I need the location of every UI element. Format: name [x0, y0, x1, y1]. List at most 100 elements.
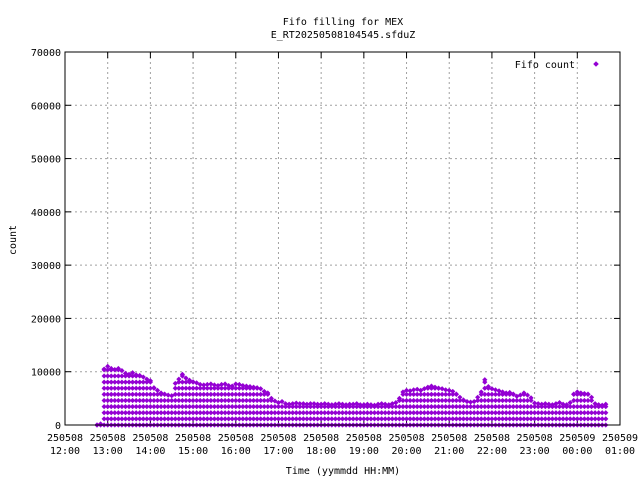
data-point	[176, 379, 182, 385]
data-point	[382, 416, 388, 422]
data-point	[457, 404, 463, 410]
data-point	[279, 416, 285, 422]
data-point	[122, 404, 129, 410]
data-point	[126, 371, 132, 377]
data-point	[418, 416, 424, 422]
data-point	[411, 391, 417, 397]
data-point	[325, 401, 331, 407]
data-point	[201, 382, 207, 388]
data-point	[411, 397, 417, 404]
data-point	[147, 385, 153, 391]
data-point	[240, 385, 246, 391]
data-point	[101, 366, 107, 372]
data-point	[300, 410, 306, 416]
data-point	[140, 379, 146, 385]
data-point	[122, 397, 129, 404]
data-point	[119, 368, 125, 374]
data-point	[137, 416, 143, 422]
data-point	[361, 416, 367, 422]
data-point	[183, 410, 189, 416]
data-point	[233, 404, 239, 410]
data-point	[581, 390, 588, 397]
data-point	[453, 391, 459, 397]
data-point	[208, 391, 214, 397]
data-point	[467, 416, 474, 422]
data-point	[368, 410, 374, 416]
data-point	[343, 402, 349, 408]
data-point	[215, 404, 221, 410]
data-point	[599, 410, 605, 416]
data-point	[450, 416, 456, 422]
data-point	[194, 410, 200, 416]
data-point	[439, 416, 445, 422]
y-tick-labels: 0 10000 20000 30000 40000 50000 60000 70000	[31, 48, 61, 432]
data-point	[226, 410, 232, 416]
data-point	[119, 416, 125, 422]
data-point	[585, 404, 591, 410]
data-point	[578, 390, 584, 396]
data-point	[282, 416, 289, 422]
data-point	[208, 404, 214, 410]
data-point	[275, 404, 282, 410]
data-point	[229, 391, 235, 397]
data-point	[261, 404, 267, 410]
data-point	[286, 410, 292, 416]
data-point	[129, 397, 136, 404]
data-point	[105, 410, 111, 416]
data-point	[514, 404, 520, 410]
data-point	[119, 373, 125, 379]
data-point	[475, 410, 481, 416]
data-point	[240, 391, 246, 397]
data-point	[218, 391, 225, 397]
data-point	[122, 379, 129, 385]
data-point	[122, 416, 129, 422]
data-point	[129, 404, 136, 410]
data-point	[510, 410, 516, 416]
data-point	[115, 416, 121, 422]
data-point	[528, 404, 534, 410]
data-point	[183, 397, 189, 404]
data-point	[496, 404, 502, 410]
data-point	[101, 391, 107, 397]
data-point	[279, 410, 285, 416]
data-point	[432, 410, 438, 416]
data-point	[457, 410, 463, 416]
data-point	[129, 416, 136, 422]
data-point	[432, 404, 438, 410]
y-tick-label: 10000	[31, 368, 61, 379]
data-point	[112, 410, 118, 416]
data-point	[211, 391, 218, 397]
data-point	[450, 388, 456, 395]
data-point	[379, 404, 385, 410]
data-point	[261, 416, 267, 422]
data-point	[254, 385, 260, 391]
data-point	[311, 401, 317, 407]
data-point	[236, 410, 242, 416]
data-point	[222, 404, 228, 410]
data-point	[154, 387, 161, 393]
data-point	[186, 410, 193, 416]
data-point	[596, 402, 602, 408]
data-point	[215, 391, 221, 397]
data-point	[226, 404, 232, 410]
data-point	[197, 410, 203, 416]
data-point	[215, 382, 221, 389]
data-point	[489, 397, 495, 404]
data-point	[151, 397, 157, 404]
data-point	[112, 366, 118, 373]
data-point	[425, 391, 431, 397]
data-point	[186, 397, 193, 404]
data-point	[339, 410, 346, 416]
data-point	[471, 404, 477, 410]
data-point	[250, 391, 257, 397]
data-point	[510, 416, 516, 422]
data-point	[250, 410, 257, 416]
data-point	[179, 410, 186, 416]
data-point	[151, 391, 157, 397]
data-point	[101, 410, 107, 416]
data-point	[101, 373, 107, 379]
data-point	[343, 416, 349, 422]
data-point	[571, 397, 577, 404]
data-point	[546, 416, 552, 422]
data-point	[514, 410, 520, 416]
